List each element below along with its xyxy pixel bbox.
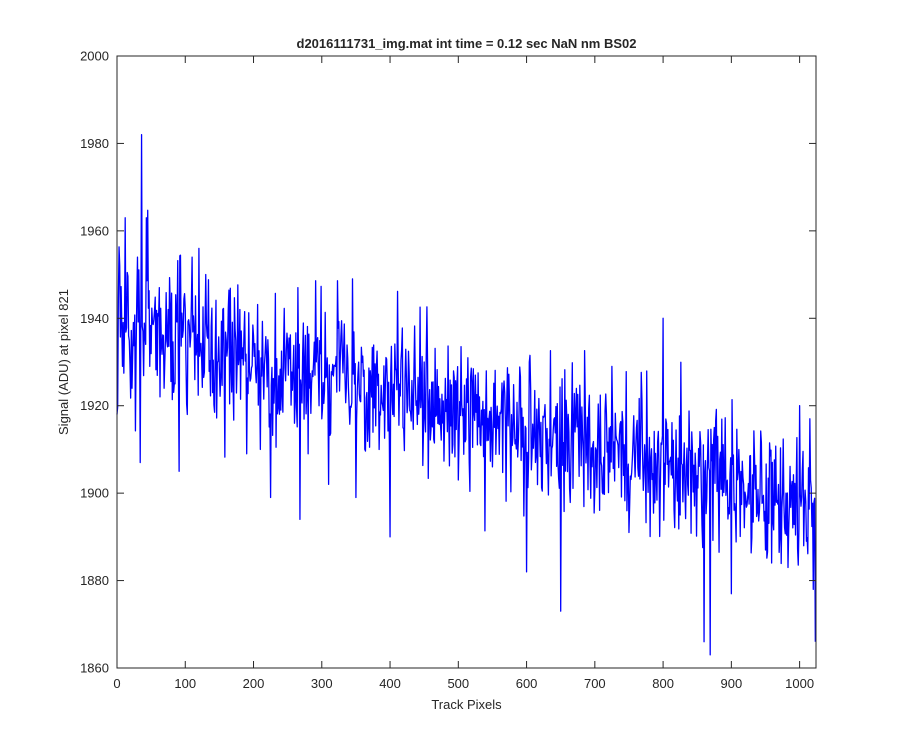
y-tick-label: 2000 <box>80 49 109 64</box>
axes-box <box>116 55 817 669</box>
y-tick-label: 1920 <box>80 398 109 413</box>
x-tick-label: 600 <box>516 676 538 691</box>
y-axis-label: Signal (ADU) at pixel 821 <box>56 289 71 435</box>
x-tick-label: 1000 <box>785 676 814 691</box>
y-axis-ticks: 1860 1880 1900 1920 1940 1960 1980 2000 <box>80 49 816 676</box>
x-tick-label: 500 <box>447 676 469 691</box>
y-tick-label: 1880 <box>80 573 109 588</box>
y-tick-label: 1900 <box>80 486 109 501</box>
x-tick-label: 100 <box>174 676 196 691</box>
y-tick-label: 1980 <box>80 136 109 151</box>
x-tick-label: 900 <box>721 676 743 691</box>
x-tick-label: 700 <box>584 676 606 691</box>
y-tick-label: 1860 <box>80 661 109 676</box>
series-layer <box>116 134 816 656</box>
x-axis-label: Track Pixels <box>431 697 502 712</box>
x-tick-label: 200 <box>243 676 265 691</box>
x-axis-ticks: 0 100 200 300 400 500 600 700 800 900 1000 <box>113 56 814 691</box>
x-tick-label: 0 <box>113 676 120 691</box>
series-line-signal <box>116 134 816 656</box>
y-tick-label: 1940 <box>80 311 109 326</box>
x-tick-label: 400 <box>379 676 401 691</box>
chart-title: d2016111731_img.mat int time = 0.12 sec … <box>297 36 637 51</box>
y-tick-label: 1960 <box>80 223 109 238</box>
x-tick-label: 800 <box>652 676 674 691</box>
x-tick-label: 300 <box>311 676 333 691</box>
